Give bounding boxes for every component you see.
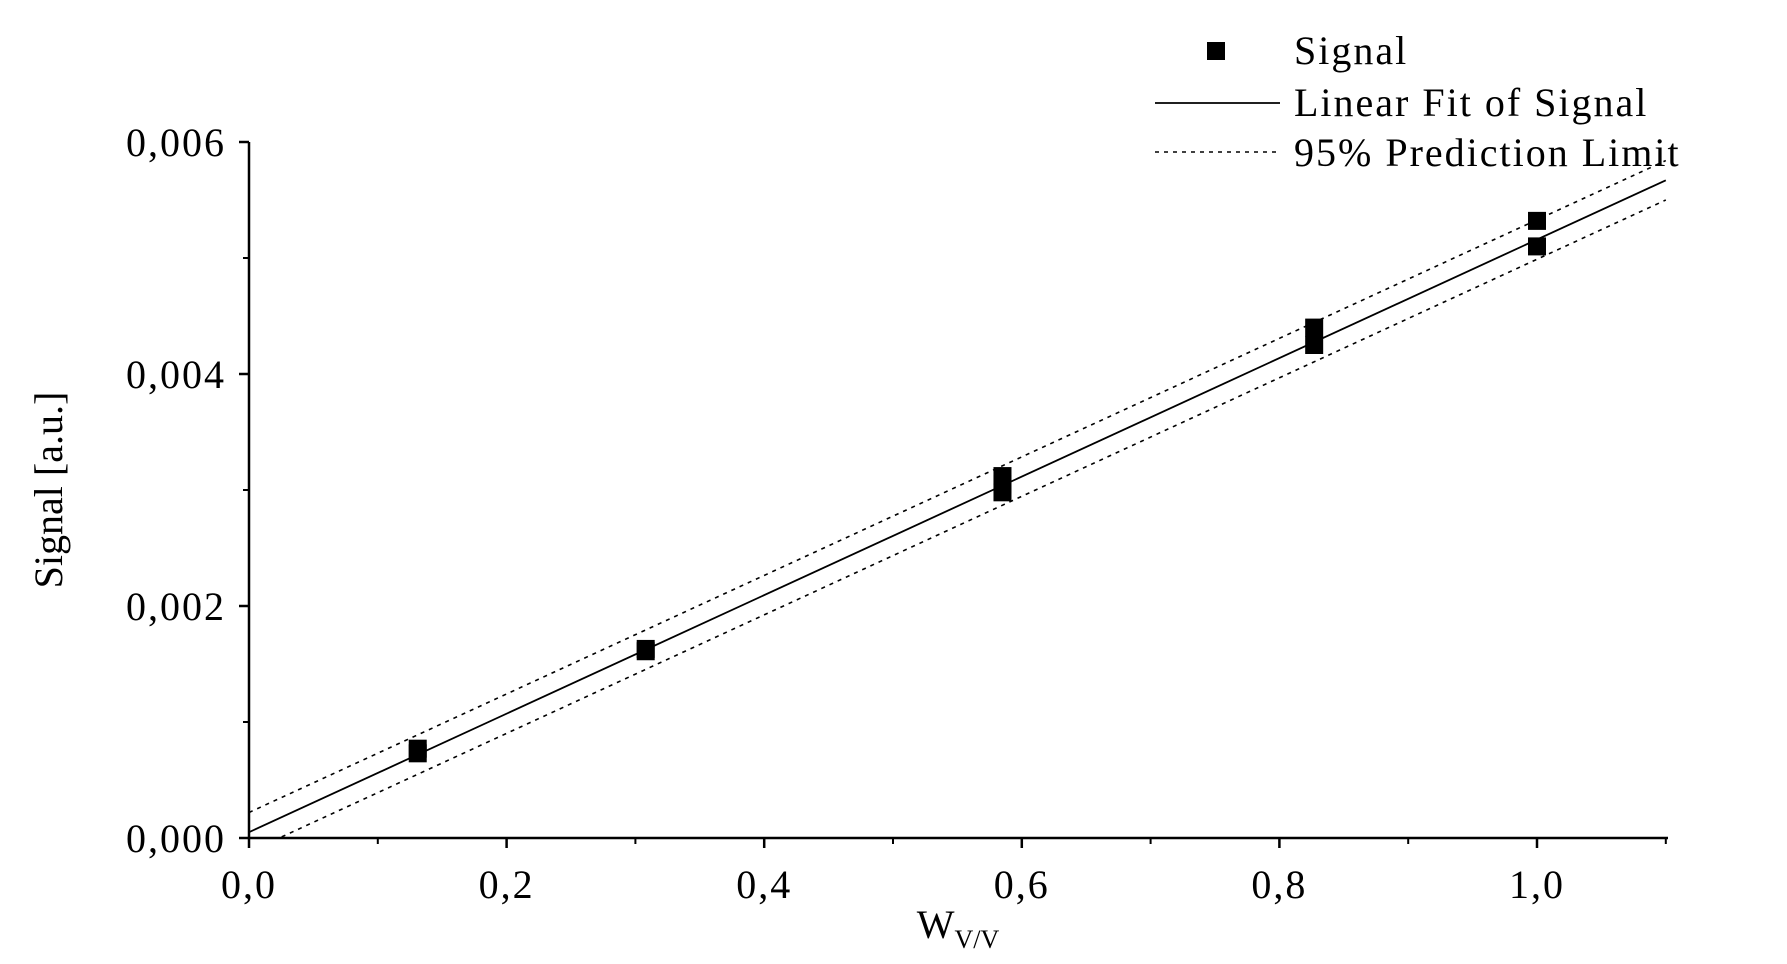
x-axis-title: WV/V: [917, 902, 1000, 954]
x-tick-label-0: 0,0: [221, 862, 277, 907]
x-axis-title-main: W: [917, 902, 955, 947]
y-tick-label-3: 0,006: [126, 120, 226, 165]
signal-point-10: [1528, 211, 1546, 230]
signal-point-3: [636, 639, 655, 658]
y-axis-title: Signal [a.u.]: [26, 392, 71, 589]
y-tick-label-0: 0,000: [126, 816, 226, 861]
x-axis-title-subscript: V/V: [954, 925, 999, 954]
linear-fit-line-1: [249, 179, 1667, 834]
x-tick-label-2: 0,4: [736, 862, 792, 907]
y-tick-label-2: 0,004: [126, 352, 226, 397]
signal-point-8: [1305, 318, 1324, 337]
y-tick-label-1: 0,002: [126, 584, 226, 629]
legend-label-prediction: 95% Prediction Limit: [1294, 130, 1681, 175]
signal-point-6: [993, 467, 1012, 486]
x-tick-label-1: 0,2: [479, 862, 535, 907]
signal-point-9: [1528, 237, 1546, 256]
x-tick-label-5: 1,0: [1509, 862, 1565, 907]
prediction-limit-line-2: [249, 159, 1667, 814]
plot-lines: [249, 159, 1667, 838]
x-tick-label-3: 0,6: [994, 862, 1050, 907]
legend: Signal Linear Fit of Signal 95% Predicti…: [1155, 28, 1681, 175]
y-ticks: 0,000 0,002 0,004 0,006: [126, 120, 249, 861]
x-ticks: 0,0 0,2 0,4 0,6 0,8 1,0: [221, 838, 1667, 907]
signal-point-1: [408, 739, 427, 758]
x-tick-label-4: 0,8: [1251, 862, 1307, 907]
plot-points: [408, 211, 1546, 763]
legend-marker-signal: [1207, 42, 1225, 60]
legend-label-signal: Signal: [1294, 28, 1408, 73]
legend-label-fit: Linear Fit of Signal: [1294, 80, 1648, 125]
signal-point-7: [1305, 336, 1324, 354]
prediction-limit-line-3: [277, 199, 1667, 838]
